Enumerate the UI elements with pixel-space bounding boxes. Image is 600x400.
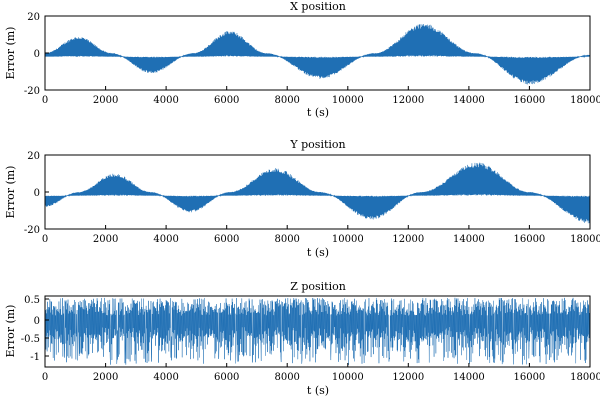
x-tick-label: 4000 bbox=[153, 234, 178, 245]
y-ticks-y: 20 0 -20 bbox=[24, 151, 49, 236]
chart-title-x: X position bbox=[290, 0, 346, 13]
x-tick-label: 0 bbox=[42, 234, 48, 245]
x-tick-label: 6000 bbox=[214, 95, 239, 106]
x-tick-label: 16000 bbox=[513, 234, 545, 245]
x-tick-label: 18000 bbox=[570, 234, 600, 245]
y-tick-label: 0 bbox=[34, 188, 40, 199]
x-tick-label: 0 bbox=[42, 372, 48, 383]
x-tick-label: 8000 bbox=[274, 234, 299, 245]
x-tick-label: 12000 bbox=[392, 234, 424, 245]
plot-area-x bbox=[44, 24, 591, 85]
x-tick-label: 8000 bbox=[274, 95, 299, 106]
x-tick-label: 10000 bbox=[332, 95, 364, 106]
panel-z: Z position 0.5 0 -0.5 -1 0 2000 4000 600… bbox=[4, 280, 600, 397]
y-tick-label: 20 bbox=[27, 151, 40, 162]
series-line-x bbox=[44, 24, 591, 85]
x-tick-label: 2000 bbox=[93, 372, 118, 383]
x-tick-label: 6000 bbox=[214, 234, 239, 245]
axes-frame-x bbox=[44, 15, 591, 91]
y-axis-title-x: Error (m) bbox=[4, 27, 17, 80]
x-tick-label: 2000 bbox=[93, 234, 118, 245]
y-tick-label: 20 bbox=[27, 12, 40, 23]
y-tick-label: 0.5 bbox=[24, 295, 40, 306]
x-tick-label: 12000 bbox=[392, 372, 424, 383]
plot-area-z bbox=[44, 297, 591, 365]
x-tick-label: 12000 bbox=[392, 95, 424, 106]
x-ticks-z: 0 2000 4000 6000 8000 10000 12000 14000 … bbox=[42, 363, 600, 383]
series-line-y bbox=[44, 162, 591, 224]
x-tick-label: 8000 bbox=[274, 372, 299, 383]
y-tick-label: -20 bbox=[24, 225, 40, 236]
y-axis-title-z: Error (m) bbox=[4, 305, 17, 358]
y-tick-label: 0 bbox=[34, 316, 40, 327]
x-tick-label: 16000 bbox=[513, 372, 545, 383]
x-ticks-y: 0 2000 4000 6000 8000 10000 12000 14000 … bbox=[42, 225, 600, 245]
series-line-z bbox=[44, 297, 591, 365]
panel-x: X position 20 0 -20 0 2000 4000 6000 800… bbox=[4, 0, 600, 119]
x-tick-label: 18000 bbox=[570, 372, 600, 383]
y-axis-title-y: Error (m) bbox=[4, 166, 17, 219]
x-axis-title-x: t (s) bbox=[307, 106, 329, 119]
x-tick-label: 18000 bbox=[570, 95, 600, 106]
y-tick-label: -1 bbox=[30, 352, 40, 363]
plot-area-y bbox=[44, 162, 591, 224]
x-tick-label: 14000 bbox=[453, 234, 485, 245]
panel-y: Y position 20 0 -20 0 2000 4000 6000 800… bbox=[4, 138, 600, 259]
y-ticks-x: 20 0 -20 bbox=[24, 12, 49, 97]
x-tick-label: 4000 bbox=[153, 372, 178, 383]
x-tick-label: 16000 bbox=[513, 95, 545, 106]
x-axis-title-z: t (s) bbox=[307, 384, 329, 397]
x-tick-label: 4000 bbox=[153, 95, 178, 106]
y-ticks-z: 0.5 0 -0.5 -1 bbox=[21, 295, 49, 363]
chart-title-z: Z position bbox=[290, 280, 346, 293]
x-tick-label: 10000 bbox=[332, 372, 364, 383]
y-tick-label: 0 bbox=[34, 49, 40, 60]
x-tick-label: 2000 bbox=[93, 95, 118, 106]
y-tick-label: -20 bbox=[24, 86, 40, 97]
x-axis-title-y: t (s) bbox=[307, 246, 329, 259]
x-tick-label: 14000 bbox=[453, 95, 485, 106]
axes-frame-z bbox=[44, 295, 591, 368]
x-ticks-x: 0 2000 4000 6000 8000 10000 12000 14000 … bbox=[42, 86, 600, 106]
x-tick-label: 14000 bbox=[453, 372, 485, 383]
x-tick-label: 0 bbox=[42, 95, 48, 106]
x-tick-label: 6000 bbox=[214, 372, 239, 383]
x-tick-label: 10000 bbox=[332, 234, 364, 245]
y-tick-label: -0.5 bbox=[21, 334, 40, 345]
chart-title-y: Y position bbox=[289, 138, 345, 151]
